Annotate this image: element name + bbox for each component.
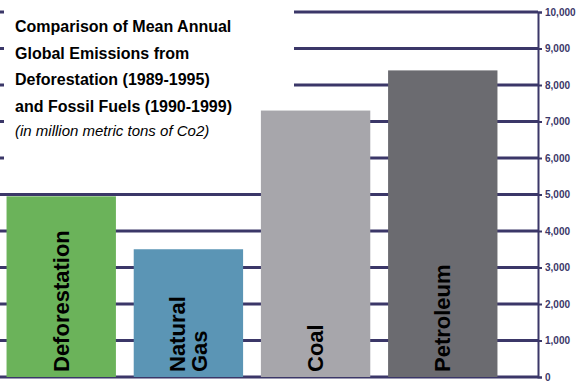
tick-mark bbox=[538, 121, 542, 123]
tick-mark bbox=[538, 231, 542, 233]
tick: 8,000 bbox=[538, 80, 570, 91]
tick-label: 4,000 bbox=[545, 226, 570, 237]
category-label-line: Coal bbox=[303, 324, 328, 372]
tick-label: 2,000 bbox=[545, 299, 570, 310]
tick-mark bbox=[538, 340, 542, 342]
tick-label: 9,000 bbox=[545, 43, 570, 54]
tick-label: 10,000 bbox=[545, 7, 576, 18]
tick-label: 6,000 bbox=[545, 153, 570, 164]
tick-mark bbox=[538, 304, 542, 306]
chart: Deforestation NaturalGas Coal Petroleum 0 1,0… bbox=[0, 0, 576, 388]
title-line: Global Emissions from bbox=[15, 45, 189, 62]
category-label-line: Deforestation bbox=[49, 230, 74, 372]
title-line: Deforestation (1989-1995) bbox=[15, 71, 210, 88]
category-labels: Deforestation NaturalGas Coal Petroleum bbox=[49, 230, 456, 372]
subtitle: (in million metric tons of Co2) bbox=[15, 122, 209, 139]
bar bbox=[134, 249, 243, 377]
category-label-line: Petroleum bbox=[430, 264, 455, 372]
tick: 7,000 bbox=[538, 116, 570, 127]
category-label: NaturalGas bbox=[165, 296, 212, 372]
tick-label: 5,000 bbox=[545, 189, 570, 200]
tick-label: 8,000 bbox=[545, 80, 570, 91]
category-label: Deforestation bbox=[49, 230, 74, 372]
bar bbox=[261, 111, 370, 377]
tick-label: 1,000 bbox=[545, 335, 570, 346]
category-label-line: Gas bbox=[187, 330, 212, 372]
tick: 1,000 bbox=[538, 335, 570, 346]
tick-mark bbox=[538, 194, 542, 196]
tick-mark bbox=[538, 377, 542, 379]
tick: 3,000 bbox=[538, 262, 570, 273]
tick: 6,000 bbox=[538, 153, 570, 164]
tick-mark bbox=[538, 48, 542, 50]
tick-mark bbox=[538, 158, 542, 160]
tick-label: 0 bbox=[545, 372, 551, 383]
tick: 9,000 bbox=[538, 43, 570, 54]
category-label: Coal bbox=[303, 324, 328, 372]
bar bbox=[7, 196, 116, 377]
category-label: Petroleum bbox=[430, 264, 455, 372]
axis-line bbox=[539, 13, 543, 378]
background bbox=[0, 0, 576, 388]
bar bbox=[388, 70, 497, 377]
tick: 4,000 bbox=[538, 226, 570, 237]
title-line: and Fossil Fuels (1990-1999) bbox=[15, 98, 232, 115]
tick-mark bbox=[538, 12, 542, 14]
tick-mark bbox=[538, 85, 542, 87]
bars bbox=[7, 70, 498, 377]
title-line: Comparison of Mean Annual bbox=[15, 18, 231, 35]
tick: 2,000 bbox=[538, 299, 570, 310]
tick: 5,000 bbox=[538, 189, 570, 200]
tick-mark bbox=[538, 267, 542, 269]
title-box bbox=[4, 4, 294, 193]
y-axis: 0 1,000 2,000 3,000 4,000 5,000 6,000 7,000 8,00… bbox=[538, 7, 576, 383]
title: Comparison of Mean Annual Global Emission… bbox=[15, 18, 232, 115]
tick-label: 7,000 bbox=[545, 116, 570, 127]
tick-label: 3,000 bbox=[545, 262, 570, 273]
tick: 0 bbox=[538, 372, 551, 383]
tick: 10,000 bbox=[538, 7, 576, 18]
